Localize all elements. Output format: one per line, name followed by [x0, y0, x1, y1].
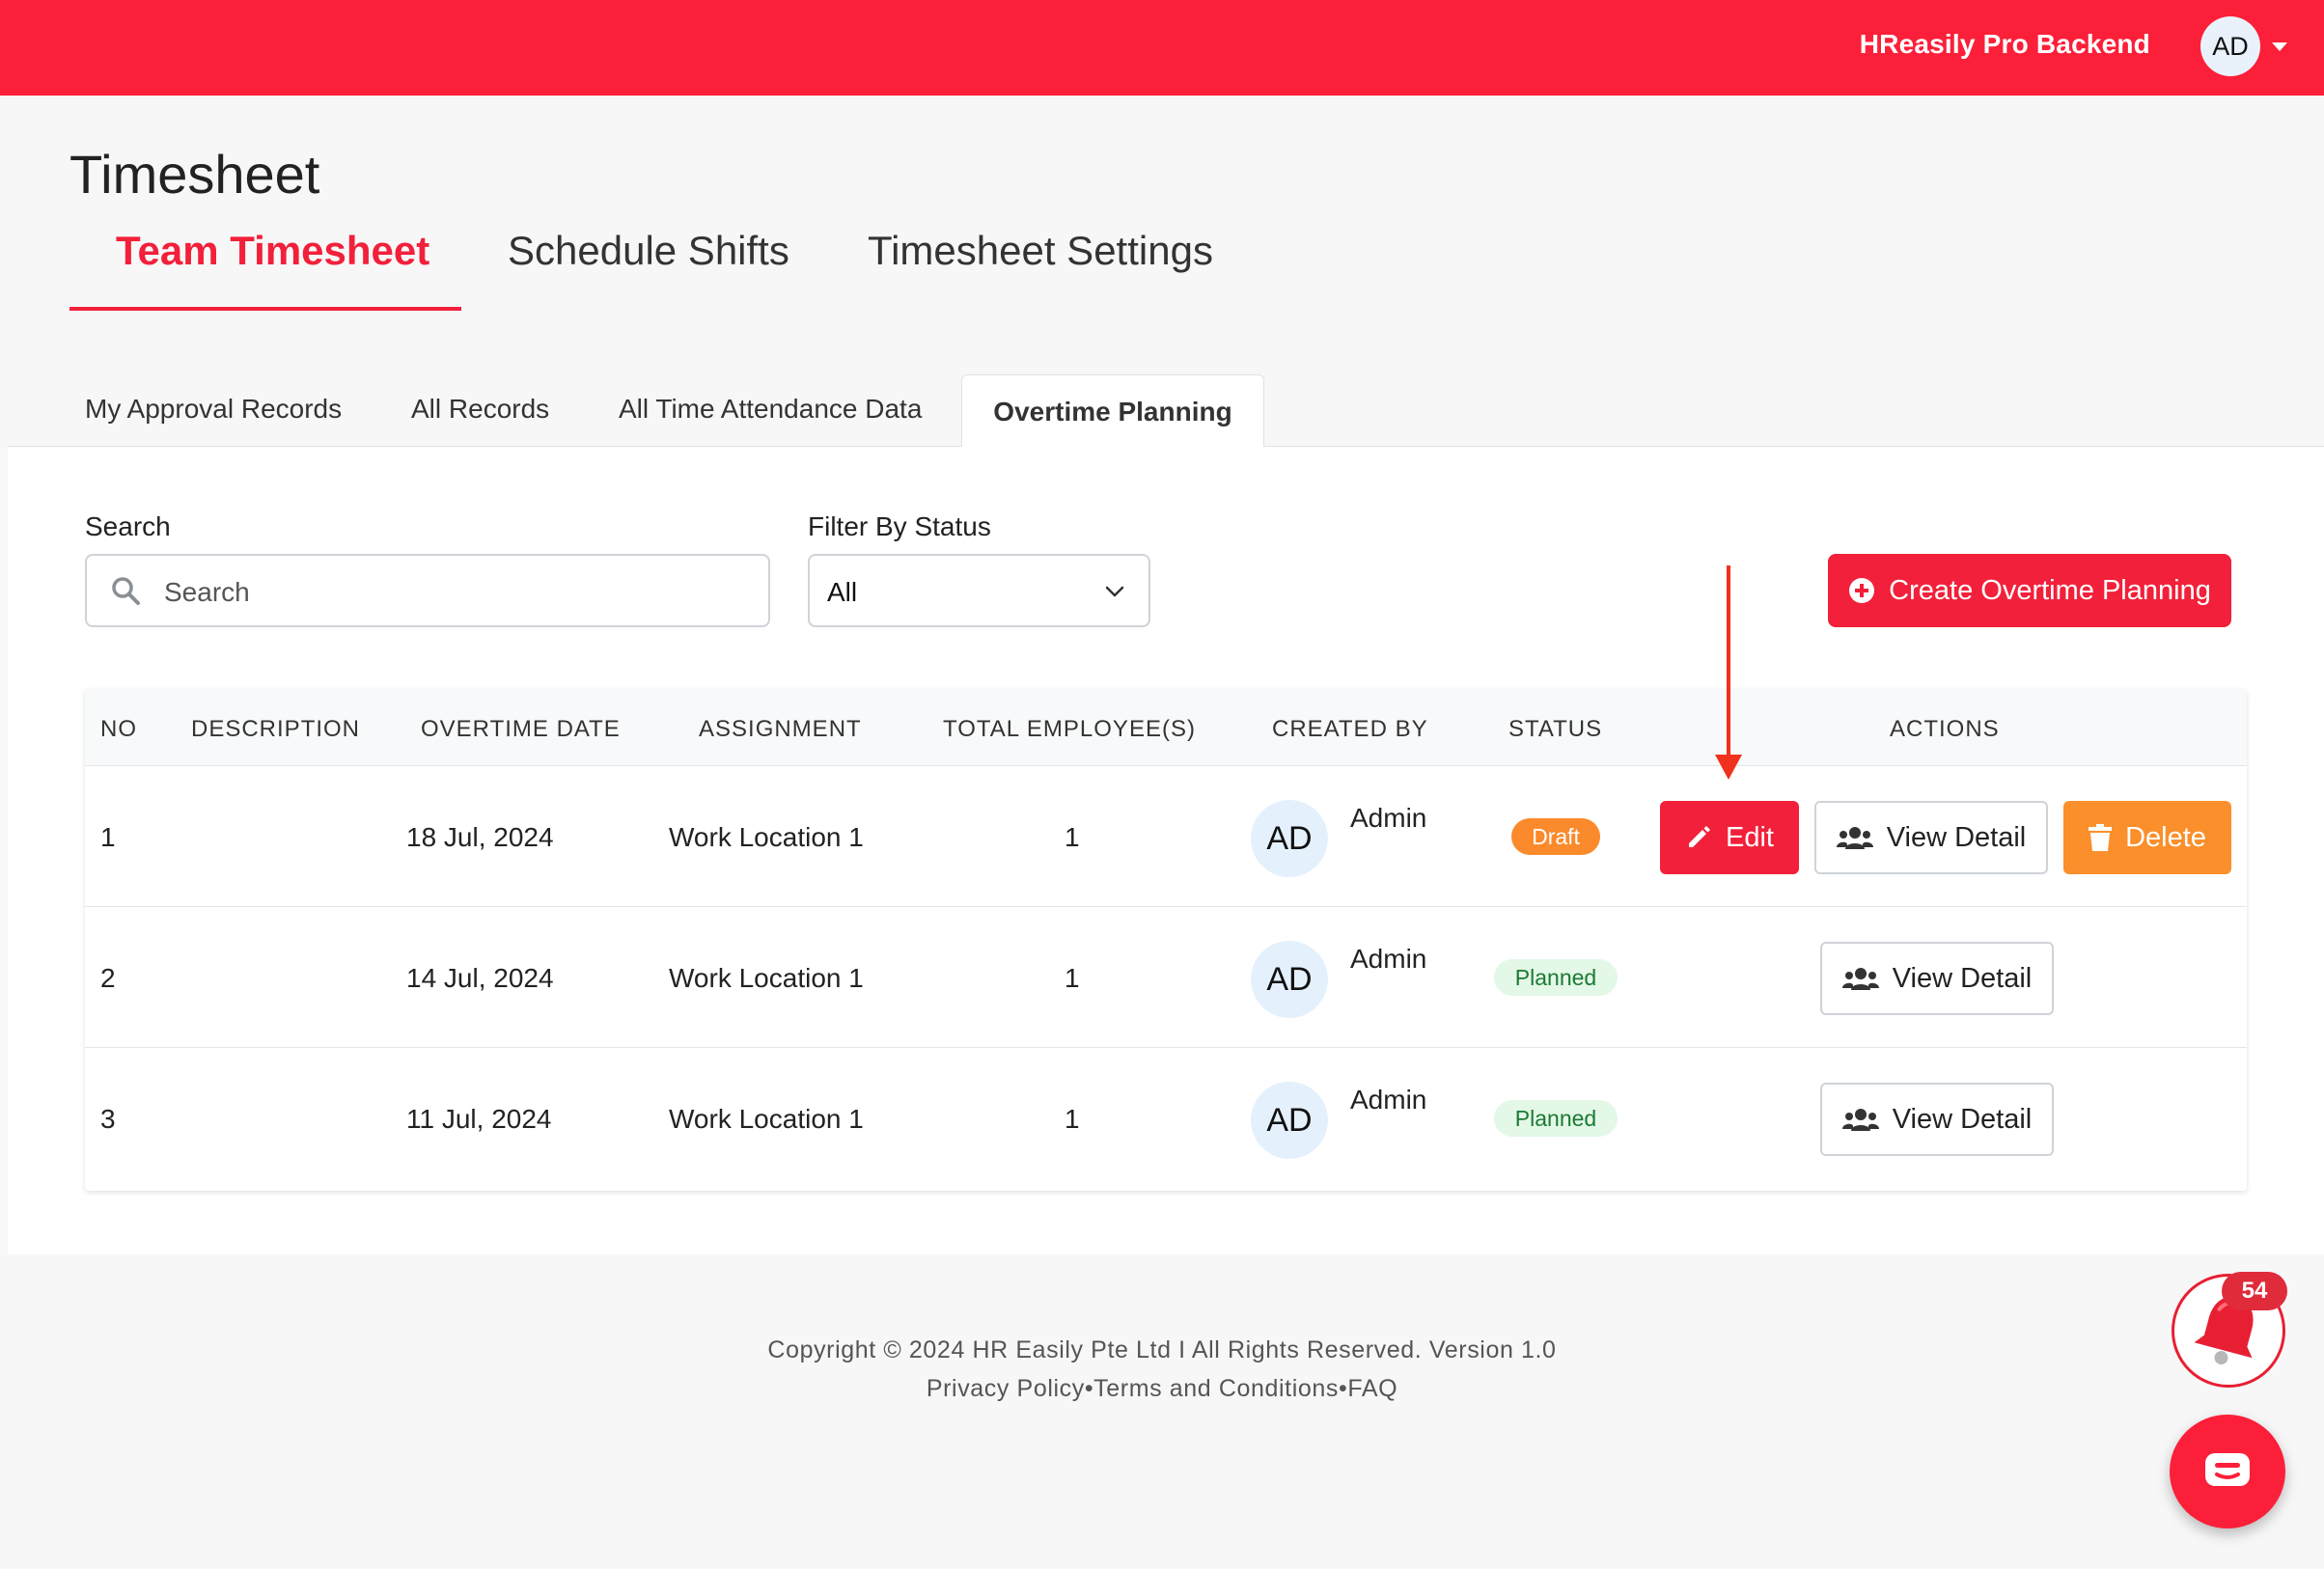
caret-down-icon[interactable]: [2272, 42, 2287, 51]
header-overtime-date: OVERTIME DATE: [421, 716, 621, 742]
view-detail-label: View Detail: [1892, 962, 2033, 994]
tab-schedule-shifts[interactable]: Schedule Shifts: [508, 228, 789, 273]
cell-no: 1: [100, 822, 116, 852]
subtab-overtime-planning[interactable]: Overtime Planning: [961, 374, 1264, 447]
footer-links[interactable]: Privacy Policy•Terms and Conditions•FAQ: [926, 1375, 1398, 1402]
create-button-label: Create Overtime Planning: [1889, 574, 2211, 606]
top-bar: HReasily Pro Backend AD: [0, 0, 2324, 96]
page-title: Timesheet: [69, 144, 320, 205]
header-status: STATUS: [1508, 716, 1603, 742]
view-detail-label: View Detail: [1892, 1103, 2033, 1135]
users-icon: [1841, 1109, 1879, 1131]
header-assignment: ASSIGNMENT: [699, 716, 862, 742]
cell-assignment: Work Location 1: [669, 822, 864, 852]
cell-assignment: Work Location 1: [669, 1104, 864, 1134]
table-row: 2 14 Jul, 2024 Work Location 1 1 AD Admi…: [85, 907, 2247, 1048]
status-badge: Planned: [1494, 959, 1618, 996]
chevron-down-icon: [1105, 586, 1124, 597]
view-detail-button[interactable]: View Detail: [1814, 801, 2048, 874]
delete-button[interactable]: Delete: [2063, 801, 2231, 874]
cell-no: 3: [100, 1104, 116, 1134]
tab-timesheet-settings[interactable]: Timesheet Settings: [868, 228, 1213, 273]
header-total-employees: TOTAL EMPLOYEE(S): [943, 716, 1196, 742]
header-no: NO: [100, 716, 137, 742]
cell-created-by: Admin: [1350, 944, 1427, 974]
status-filter-select[interactable]: All: [808, 554, 1150, 627]
brand-title[interactable]: HReasily Pro Backend: [1859, 29, 2150, 59]
cell-created-by: Admin: [1350, 803, 1427, 833]
header-actions: ACTIONS: [1890, 716, 2000, 742]
trash-icon: [2089, 824, 2113, 851]
cell-overtime-date: 14 Jul, 2024: [406, 963, 554, 993]
plus-circle-icon: [1849, 578, 1875, 603]
cell-no: 2: [100, 963, 116, 993]
tab-team-timesheet[interactable]: Team Timesheet: [116, 228, 430, 273]
status-badge: Draft: [1511, 818, 1600, 855]
avatar: AD: [1251, 1082, 1328, 1159]
cell-created-by: Admin: [1350, 1085, 1427, 1115]
avatar: AD: [1251, 941, 1328, 1018]
user-avatar[interactable]: AD: [2200, 16, 2260, 76]
view-detail-button[interactable]: View Detail: [1820, 942, 2054, 1015]
footer-copyright: Copyright © 2024 HR Easily Pte Ltd I All…: [767, 1336, 1557, 1363]
header-created-by: CREATED BY: [1272, 716, 1428, 742]
users-icon: [1841, 968, 1879, 990]
delete-button-label: Delete: [2125, 821, 2206, 853]
header-description: DESCRIPTION: [191, 716, 361, 742]
subtab-all-records[interactable]: All Records: [411, 394, 550, 424]
chat-button[interactable]: [2170, 1415, 2285, 1528]
table-row: 1 18 Jul, 2024 Work Location 1 1 AD Admi…: [85, 766, 2247, 907]
status-filter-label: Filter By Status: [808, 511, 991, 541]
search-icon: [112, 577, 140, 605]
chat-icon: [2205, 1453, 2250, 1486]
notification-count-badge: 54: [2222, 1272, 2287, 1310]
cell-total-employees: 1: [1065, 1104, 1080, 1134]
table-row: 3 11 Jul, 2024 Work Location 1 1 AD Admi…: [85, 1048, 2247, 1189]
table-header: NO DESCRIPTION OVERTIME DATE ASSIGNMENT …: [85, 689, 2247, 766]
cell-overtime-date: 18 Jul, 2024: [406, 822, 554, 852]
annotation-arrow-head: [1715, 755, 1742, 780]
view-detail-label: View Detail: [1886, 821, 2027, 853]
edit-button-label: Edit: [1726, 821, 1774, 853]
create-overtime-planning-button[interactable]: Create Overtime Planning: [1828, 554, 2231, 627]
subtab-my-approval-records[interactable]: My Approval Records: [85, 394, 343, 424]
annotation-arrow-line: [1727, 565, 1730, 758]
search-label: Search: [85, 511, 171, 541]
avatar: AD: [1251, 800, 1328, 877]
status-badge: Planned: [1494, 1100, 1618, 1137]
cell-assignment: Work Location 1: [669, 963, 864, 993]
pencil-icon: [1689, 826, 1710, 847]
active-tab-indicator: [69, 307, 461, 311]
edit-button[interactable]: Edit: [1660, 801, 1799, 874]
view-detail-button[interactable]: View Detail: [1820, 1083, 2054, 1156]
status-filter-value: All: [827, 577, 858, 607]
cell-total-employees: 1: [1065, 963, 1080, 993]
users-icon: [1836, 827, 1873, 849]
subtab-all-time-attendance-data[interactable]: All Time Attendance Data: [619, 394, 923, 424]
search-placeholder: Search: [164, 577, 250, 607]
cell-total-employees: 1: [1065, 822, 1080, 852]
overtime-planning-table: NO DESCRIPTION OVERTIME DATE ASSIGNMENT …: [85, 689, 2247, 1191]
cell-overtime-date: 11 Jul, 2024: [406, 1104, 552, 1134]
search-input[interactable]: Search: [85, 554, 770, 627]
